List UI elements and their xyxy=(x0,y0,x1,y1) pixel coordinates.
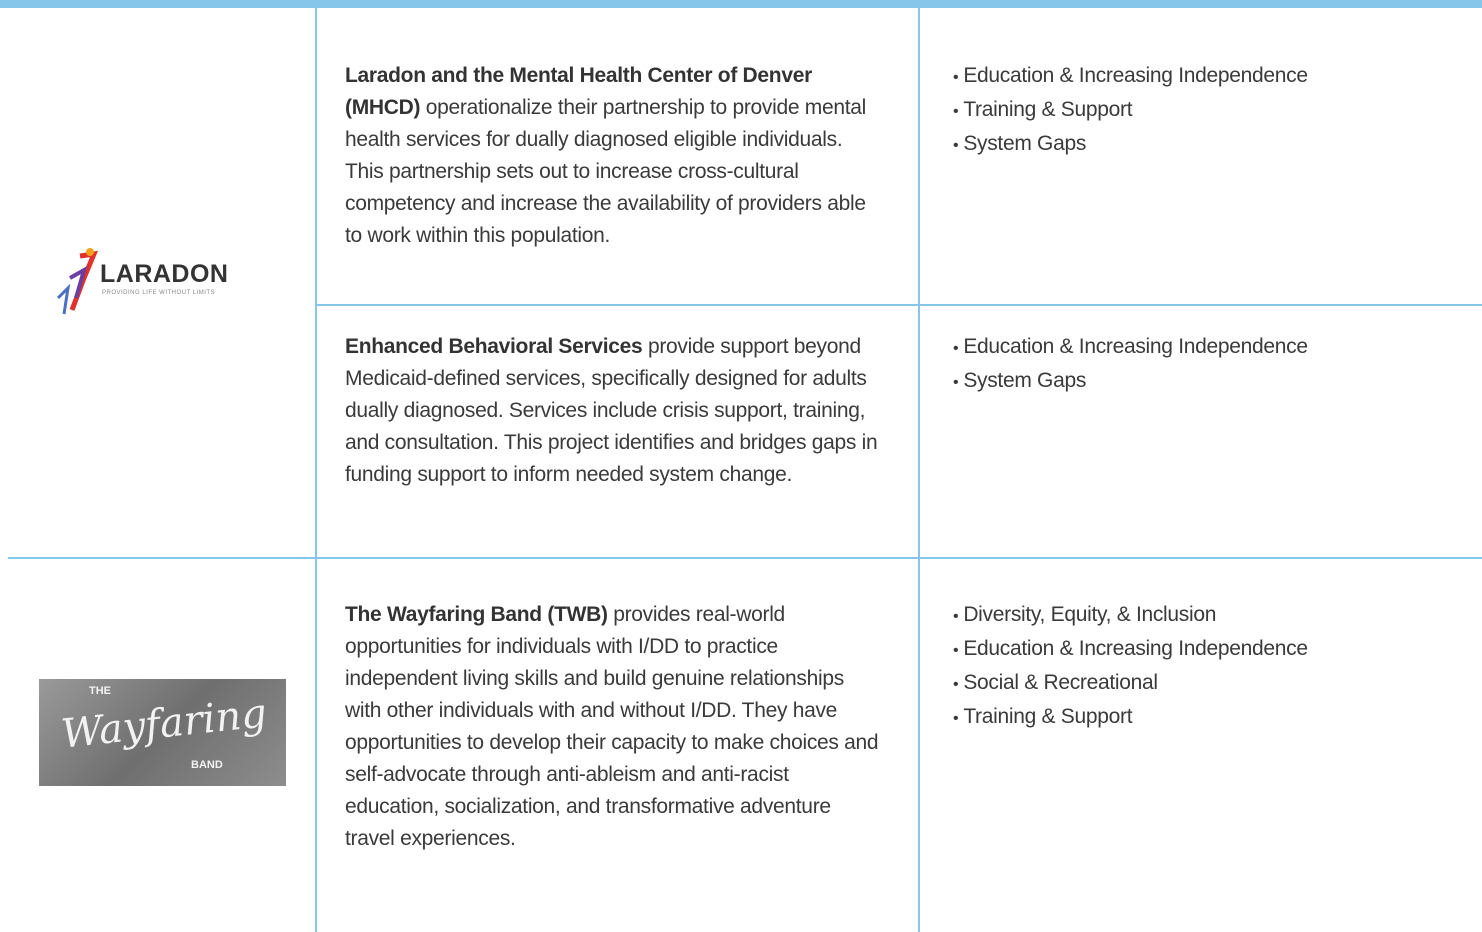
focus-list: Education & Increasing Independence Syst… xyxy=(953,331,1308,399)
laradon-logo: LARADON PROVIDING LIFE WITHOUT LIMITS xyxy=(50,248,280,320)
project-name: Enhanced Behavioral Services xyxy=(345,335,643,358)
focus-area: Social & Recreational xyxy=(953,667,1308,701)
focus-area: Education & Increasing Independence xyxy=(953,331,1308,365)
focus-area: Training & Support xyxy=(953,701,1308,735)
project-text: operationalize their partnership to prov… xyxy=(345,96,866,247)
focus-list: Education & Increasing Independence Trai… xyxy=(953,60,1308,162)
logo-text: Wayfaring xyxy=(59,690,269,758)
row-divider xyxy=(8,557,1482,559)
column-divider xyxy=(918,8,920,932)
focus-area: Education & Increasing Independence xyxy=(953,633,1308,667)
logo-figure xyxy=(56,248,98,315)
project-description: Enhanced Behavioral Services provide sup… xyxy=(345,331,880,491)
project-description: The Wayfaring Band (TWB) provides real-w… xyxy=(345,599,880,855)
project-name: The Wayfaring Band (TWB) xyxy=(345,603,608,626)
row-divider xyxy=(316,304,1482,306)
project-name: Laradon and the Mental Health Center of … xyxy=(345,64,812,119)
focus-area: System Gaps xyxy=(953,128,1308,162)
focus-area: Training & Support xyxy=(953,94,1308,128)
project-text: provides real-world opportunities for in… xyxy=(345,603,879,850)
top-bar xyxy=(0,0,1482,8)
focus-list: Diversity, Equity, & Inclusion Education… xyxy=(953,599,1308,735)
focus-area: Diversity, Equity, & Inclusion xyxy=(953,599,1308,633)
logo-text: LARADON xyxy=(100,260,229,288)
focus-area: System Gaps xyxy=(953,365,1308,399)
logo-text-top: THE xyxy=(89,685,111,697)
logo-text-bottom: BAND xyxy=(191,759,223,771)
logo-tagline: PROVIDING LIFE WITHOUT LIMITS xyxy=(102,290,216,296)
project-description: Laradon and the Mental Health Center of … xyxy=(345,60,880,252)
project-text: provide support beyond Medicaid-defined … xyxy=(345,335,878,486)
column-divider xyxy=(315,8,317,932)
focus-area: Education & Increasing Independence xyxy=(953,60,1308,94)
wayfaring-logo: THE Wayfaring BAND xyxy=(39,679,286,786)
